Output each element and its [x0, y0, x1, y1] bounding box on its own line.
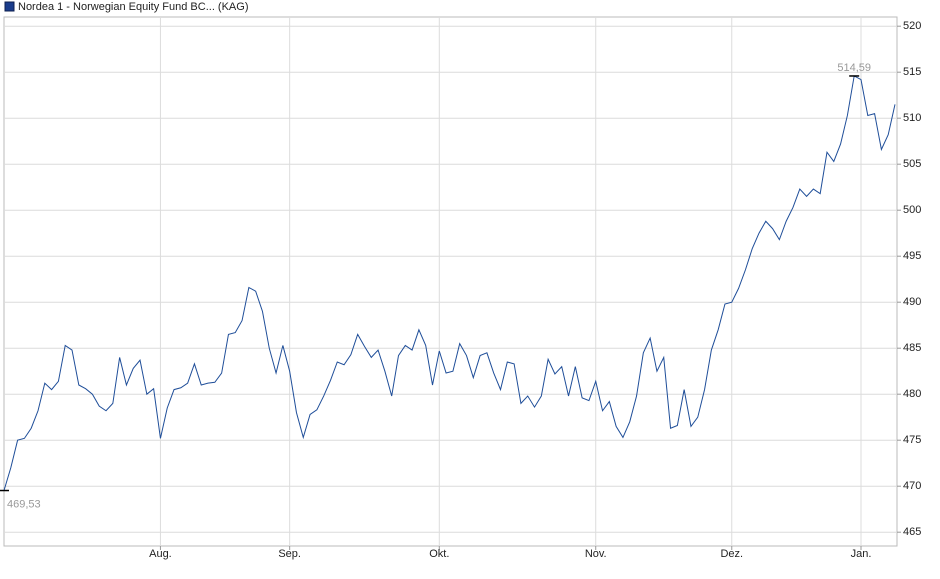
y-tick-label: 480	[903, 388, 921, 400]
y-tick-label: 500	[903, 204, 921, 216]
legend-label: Nordea 1 - Norwegian Equity Fund BC... (…	[18, 1, 248, 13]
x-tick-label: Nov.	[585, 548, 607, 560]
y-tick-label: 475	[903, 434, 921, 446]
x-tick-label: Sep.	[278, 548, 301, 560]
y-tick-label: 495	[903, 250, 921, 262]
x-tick-label: Dez.	[720, 548, 743, 560]
y-tick-label: 465	[903, 526, 921, 538]
plot-frame	[3, 16, 898, 547]
legend-swatch	[4, 1, 15, 12]
y-tick-label: 515	[903, 66, 921, 78]
x-tick-label: Okt.	[429, 548, 449, 560]
y-tick-label: 510	[903, 112, 921, 124]
y-tick-label: 485	[903, 342, 921, 354]
extreme-label: 514,59	[837, 62, 871, 74]
series-line	[3, 75, 896, 491]
y-tick-label: 520	[903, 20, 921, 32]
x-tick-label: Jan.	[851, 548, 872, 560]
extreme-label: 469,53	[7, 498, 41, 510]
x-tick-label: Aug.	[149, 548, 172, 560]
y-tick-label: 490	[903, 296, 921, 308]
y-tick-label: 470	[903, 480, 921, 492]
y-tick-label: 505	[903, 158, 921, 170]
